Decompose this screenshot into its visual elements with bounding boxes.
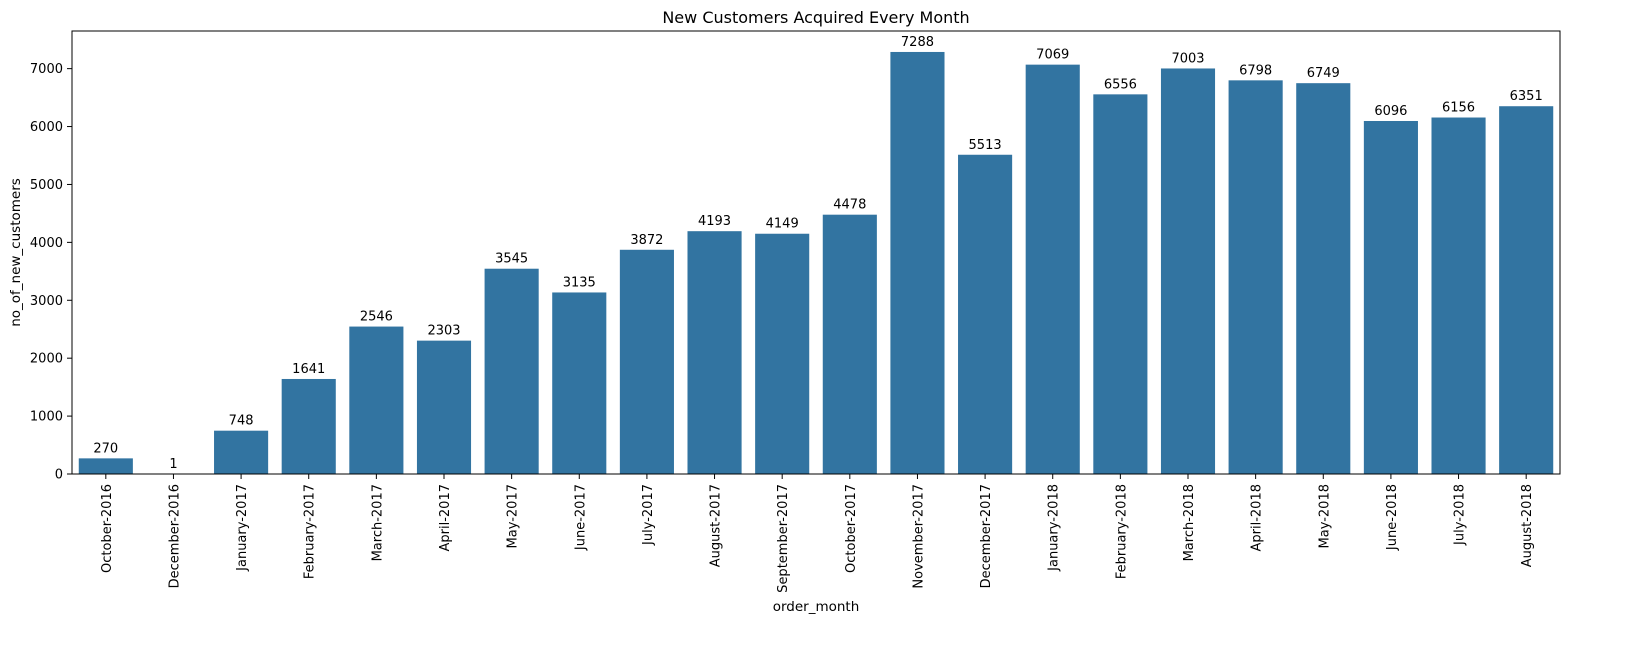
data-label: 7003	[1171, 51, 1204, 66]
x-tick-label: November-2017	[911, 484, 926, 589]
y-tick-label: 0	[55, 468, 63, 483]
data-label: 7069	[1036, 48, 1069, 63]
x-tick-label: September-2017	[776, 484, 791, 593]
x-tick-label: July-2017	[641, 484, 656, 546]
x-tick-label: March-2018	[1182, 484, 1197, 561]
data-label: 6096	[1374, 104, 1407, 119]
data-label: 6351	[1510, 89, 1543, 104]
data-labels-layer: 270 1 748 1641 2546 2303 3545 3135 3872 4193 4149 4…	[93, 35, 1542, 472]
x-tick-label: May-2017	[506, 484, 521, 548]
x-tick-label: January-2018	[1047, 484, 1062, 572]
y-tick-label: 7000	[30, 62, 63, 77]
data-label: 4478	[833, 198, 866, 213]
x-tick-label: June-2018	[1385, 484, 1400, 551]
data-label: 4193	[698, 214, 731, 229]
x-tick-label: August-2018	[1520, 484, 1535, 567]
data-label: 748	[229, 414, 254, 429]
y-tick-label: 4000	[30, 236, 63, 251]
bar-april-2018	[1228, 80, 1283, 474]
y-tick-label: 5000	[30, 178, 63, 193]
data-label: 3872	[630, 233, 663, 248]
bar-march-2017	[349, 326, 404, 474]
data-label: 270	[93, 441, 118, 456]
bar-may-2017	[484, 268, 539, 474]
data-label: 2303	[427, 324, 460, 339]
x-tick-label: July-2018	[1453, 484, 1468, 546]
bar-october-2017	[822, 214, 877, 475]
bar-february-2018	[1093, 94, 1148, 474]
x-tick-label: October-2017	[844, 484, 859, 573]
x-tick-label: June-2017	[573, 484, 588, 551]
data-label: 2546	[360, 310, 393, 325]
data-label: 5513	[969, 138, 1002, 153]
data-label: 1	[169, 457, 177, 472]
y-tick-label: 1000	[30, 410, 63, 425]
data-label: 1641	[292, 362, 325, 377]
x-tick-label: May-2018	[1317, 484, 1332, 548]
chart-title: New Customers Acquired Every Month	[662, 8, 969, 27]
x-tick-label: April-2018	[1250, 484, 1265, 552]
x-axis-label: order_month	[773, 599, 860, 615]
bar-september-2017	[755, 233, 810, 474]
data-label: 6749	[1307, 66, 1340, 81]
bar-may-2018	[1296, 83, 1351, 475]
bar-july-2018	[1431, 117, 1486, 475]
data-label: 6556	[1104, 77, 1137, 92]
bar-october-2016	[78, 458, 133, 474]
x-tick-label: April-2017	[438, 484, 453, 552]
x-tick-label: January-2017	[235, 484, 250, 572]
x-tick-label: March-2017	[370, 484, 385, 561]
data-label: 4149	[766, 217, 799, 232]
bar-april-2017	[416, 340, 472, 474]
data-label: 6798	[1239, 63, 1272, 78]
bar-january-2018	[1025, 64, 1080, 474]
y-tick-label: 2000	[30, 352, 63, 367]
bar-august-2017	[687, 231, 742, 474]
y-tick-label: 6000	[30, 120, 63, 135]
x-tick-label: December-2017	[979, 484, 994, 588]
bar-june-2018	[1363, 120, 1418, 474]
x-tick-label: December-2016	[167, 484, 182, 588]
axes-layer: October-2016 December-2016 January-2017 Feb…	[30, 30, 1561, 593]
bar-november-2017	[890, 51, 945, 474]
bar-march-2018	[1160, 68, 1216, 474]
bars-layer	[78, 51, 1554, 475]
data-label: 7288	[901, 35, 934, 50]
bar-june-2017	[552, 292, 607, 474]
data-label: 3545	[495, 252, 528, 267]
plot-frame	[71, 30, 1561, 475]
data-label: 3135	[563, 275, 596, 290]
x-tick-label: February-2018	[1114, 484, 1129, 579]
y-axis-label: no_of_new_customers	[8, 178, 24, 327]
y-tick-label: 3000	[30, 294, 63, 309]
data-label: 6156	[1442, 101, 1475, 116]
bar-december-2017	[958, 154, 1013, 474]
bar-february-2017	[281, 378, 336, 474]
bar-july-2017	[619, 249, 674, 474]
x-tick-label: August-2017	[709, 484, 724, 567]
bar-august-2018	[1499, 106, 1554, 474]
bar-january-2017	[214, 430, 269, 474]
x-tick-label: February-2017	[303, 484, 318, 579]
x-tick-label: October-2016	[100, 484, 115, 573]
